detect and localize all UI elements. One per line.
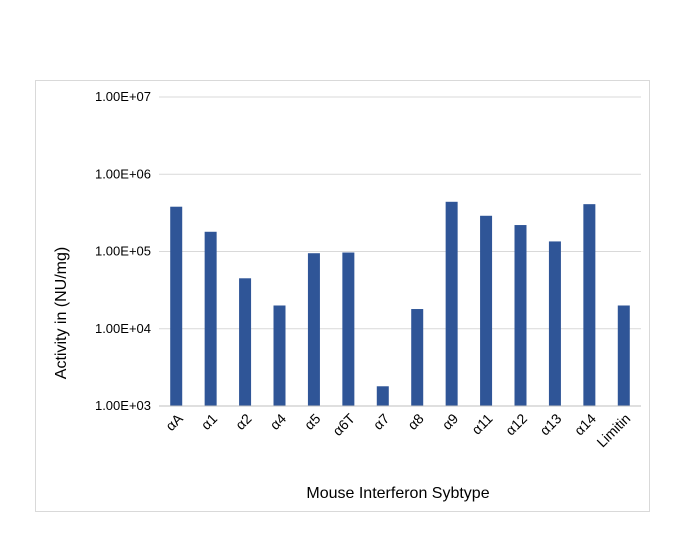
bars bbox=[170, 201, 630, 406]
x-tick-label: α1 bbox=[198, 410, 221, 433]
y-axis-title: Activity in (NU/mg) bbox=[53, 247, 70, 379]
x-tick-label: αA bbox=[162, 410, 186, 434]
x-tick-label: α14 bbox=[571, 410, 599, 438]
x-tick-label: α7 bbox=[370, 410, 393, 433]
bar bbox=[411, 309, 424, 406]
x-tick-label: Limitin bbox=[593, 410, 633, 450]
bar bbox=[617, 305, 630, 406]
y-tick-label: 1.00E+05 bbox=[95, 244, 151, 259]
bar bbox=[480, 215, 493, 406]
x-axis-title: Mouse Interferon Sybtype bbox=[306, 485, 489, 502]
x-tick-label: α8 bbox=[404, 410, 427, 433]
bar bbox=[239, 278, 252, 406]
x-tick-label: α5 bbox=[301, 410, 324, 433]
y-tick-label: 1.00E+06 bbox=[95, 166, 151, 181]
bar bbox=[445, 201, 458, 406]
bar-chart: 1.00E+03 1.00E+04 1.00E+05 1.00E+06 1.00E+07… bbox=[53, 89, 641, 502]
bar bbox=[307, 253, 320, 406]
x-tick-label: α2 bbox=[232, 410, 255, 433]
x-tick-label: α6T bbox=[329, 410, 358, 439]
y-tick-label: 1.00E+07 bbox=[95, 89, 151, 104]
y-tick-label: 1.00E+04 bbox=[95, 321, 151, 336]
bar bbox=[342, 252, 355, 406]
bar bbox=[583, 204, 596, 406]
bar bbox=[170, 206, 183, 406]
x-tick-label: α11 bbox=[468, 410, 495, 437]
chart-frame: 1.00E+03 1.00E+04 1.00E+05 1.00E+06 1.00E+07… bbox=[35, 80, 650, 512]
bar bbox=[514, 225, 527, 406]
bar bbox=[273, 305, 286, 406]
x-tick-label: α12 bbox=[502, 410, 530, 438]
x-tick-label: α4 bbox=[267, 410, 290, 433]
x-tick-label: α9 bbox=[439, 410, 462, 433]
bar bbox=[204, 231, 217, 406]
gridlines bbox=[159, 96, 641, 330]
bar bbox=[548, 241, 561, 406]
x-tick-label: α13 bbox=[536, 410, 564, 438]
bar bbox=[376, 386, 389, 406]
y-tick-label: 1.00E+03 bbox=[95, 398, 151, 413]
y-axis-ticks: 1.00E+03 1.00E+04 1.00E+05 1.00E+06 1.00E+07 bbox=[95, 89, 151, 413]
